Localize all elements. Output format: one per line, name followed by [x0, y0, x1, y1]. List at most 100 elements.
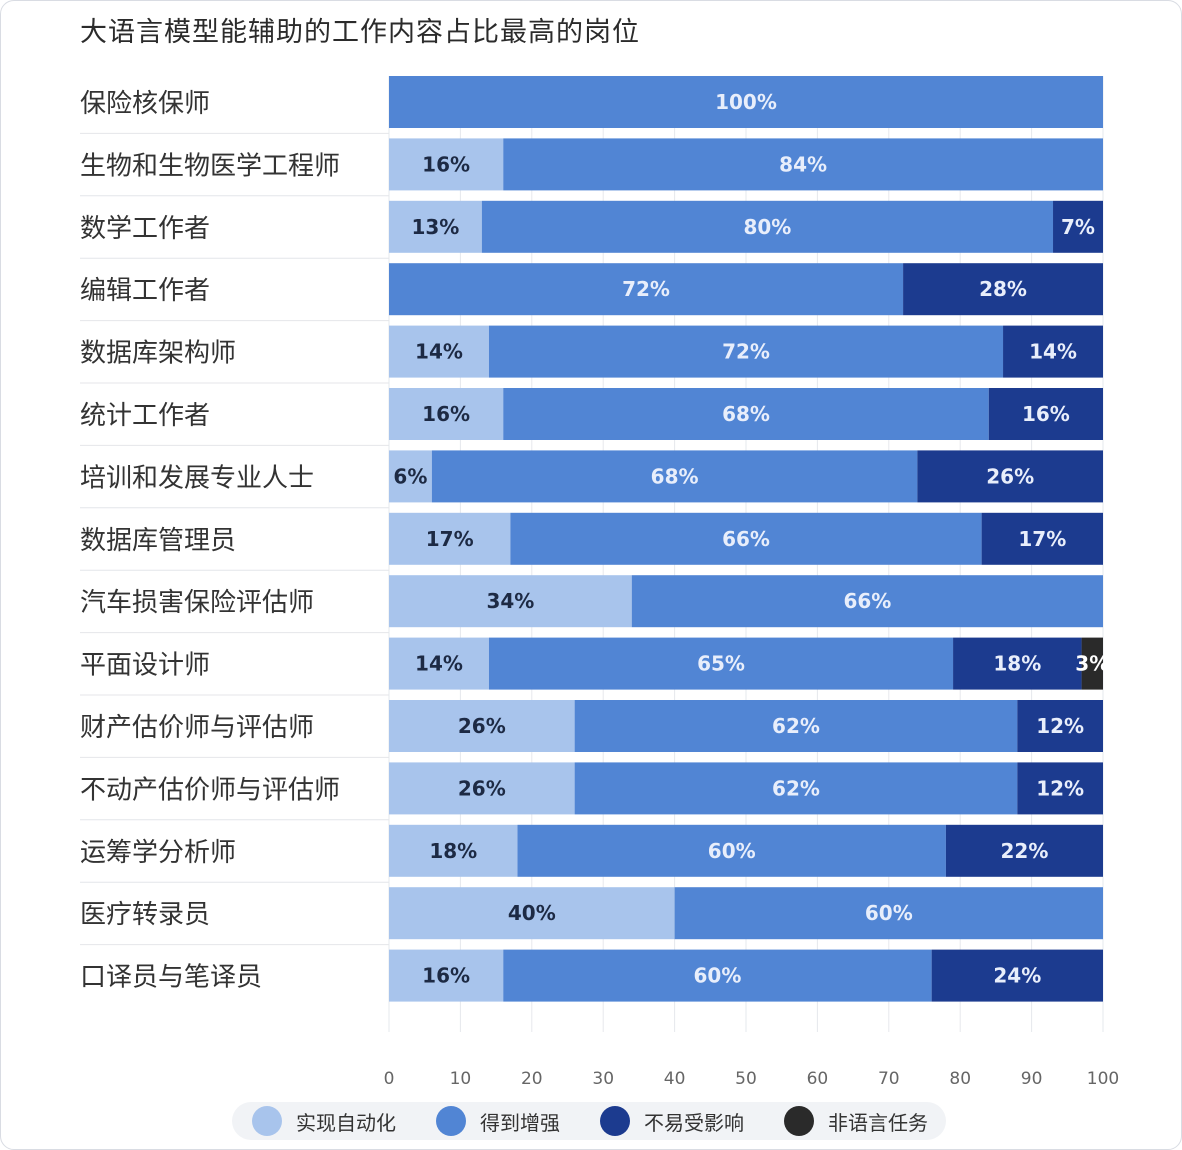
data-label: 6%	[393, 464, 427, 488]
data-label: 3%	[1075, 652, 1109, 676]
legend-item-automation: 实现自动化	[252, 1106, 396, 1136]
data-label: 16%	[422, 152, 470, 176]
bar-segment	[917, 450, 1103, 503]
bar-segment	[389, 700, 575, 752]
stacked-bar-chart: 保险核保师 100% 生物和生物医学工程师 16% 84% 数学工作者 13% 80% 7% 编辑…	[80, 76, 1119, 1089]
legend-swatch-non-language	[784, 1106, 814, 1136]
category-label: 运筹学分析师	[80, 838, 236, 868]
data-label: 17%	[426, 527, 474, 551]
data-label: 40%	[508, 901, 556, 925]
legend-swatch-augmented	[436, 1106, 466, 1136]
data-label: 28%	[979, 277, 1027, 301]
bar-segment	[389, 762, 575, 815]
data-label: 14%	[415, 652, 463, 676]
data-label: 72%	[622, 277, 670, 301]
x-tick-label: 80	[949, 1069, 971, 1089]
bar-segment	[389, 200, 482, 253]
data-label: 7%	[1061, 215, 1095, 239]
chart-title: 大语言模型能辅助的工作内容占比最高的岗位	[80, 17, 640, 48]
bar-segment	[389, 76, 1103, 128]
category-label: 口译员与笔译员	[80, 963, 262, 993]
category-label: 财产估价师与评估师	[80, 713, 314, 743]
bar-segment	[517, 824, 946, 877]
data-label: 26%	[458, 714, 506, 738]
legend-item-augmented: 得到增强	[436, 1106, 560, 1136]
bar-segment	[488, 325, 1004, 378]
data-label: 14%	[1029, 340, 1077, 364]
legend: 实现自动化 得到增强 不易受影响 非语言任务	[232, 1102, 946, 1140]
legend-swatch-unaffected	[600, 1106, 630, 1136]
data-label: 24%	[993, 964, 1041, 988]
bar-segment	[1081, 637, 1103, 690]
data-label: 72%	[722, 340, 770, 364]
bar-segment	[574, 700, 1018, 752]
data-label: 62%	[772, 776, 820, 800]
category-label: 数学工作者	[80, 214, 210, 244]
x-tick-label: 10	[450, 1069, 472, 1089]
bar-segment	[389, 949, 504, 1002]
bar-segment	[631, 575, 1103, 628]
bar-segment	[988, 388, 1103, 440]
data-label: 65%	[697, 652, 745, 676]
bar-segment	[981, 512, 1103, 565]
data-label: 22%	[1001, 839, 1049, 863]
x-tick-label: 50	[735, 1069, 757, 1089]
bar-segment	[389, 450, 432, 503]
category-label: 保险核保师	[80, 89, 210, 119]
bar-segment	[481, 200, 1054, 253]
bar-segment	[503, 388, 989, 440]
legend-item-non-language: 非语言任务	[784, 1106, 928, 1136]
bar-segment	[389, 263, 904, 316]
bar-segment	[510, 512, 982, 565]
data-label: 84%	[779, 152, 827, 176]
data-label: 80%	[743, 215, 791, 239]
bar-segment	[1017, 762, 1103, 815]
bar-segment	[389, 512, 511, 565]
category-label: 医疗转录员	[80, 900, 210, 930]
category-label: 数据库架构师	[80, 339, 236, 369]
legend-label-non-language: 非语言任务	[828, 1110, 928, 1135]
bar-segment	[389, 325, 489, 378]
data-label: 62%	[772, 714, 820, 738]
data-label: 100%	[715, 90, 777, 114]
x-tick-label: 30	[592, 1069, 614, 1089]
data-label: 16%	[1022, 402, 1070, 426]
category-label: 不动产估价师与评估师	[80, 775, 340, 805]
data-label: 60%	[694, 964, 742, 988]
bar-segment	[389, 575, 632, 628]
bar-segment	[953, 637, 1082, 690]
legend-label-unaffected: 不易受影响	[644, 1110, 744, 1135]
x-tick-label: 20	[521, 1069, 543, 1089]
bar-segment	[503, 138, 1103, 191]
category-label: 生物和生物医学工程师	[80, 151, 340, 181]
bar-segment	[903, 263, 1103, 316]
bar-segment	[431, 450, 918, 503]
bar-segment	[945, 824, 1103, 877]
data-label: 18%	[429, 839, 477, 863]
x-tick-label: 60	[807, 1069, 829, 1089]
bar-segment	[389, 138, 504, 191]
legend-label-automation: 实现自动化	[296, 1110, 396, 1135]
data-label: 60%	[865, 901, 913, 925]
legend-label-augmented: 得到增强	[480, 1110, 560, 1135]
bar-segment	[503, 949, 932, 1002]
legend-swatch-automation	[252, 1106, 282, 1136]
data-label: 68%	[722, 402, 770, 426]
x-tick-label: 0	[384, 1069, 395, 1089]
bar-segment	[389, 824, 518, 877]
bar-segment	[389, 887, 675, 940]
data-label: 13%	[411, 215, 459, 239]
category-label: 培训和发展专业人士	[80, 463, 314, 493]
bar-segment	[488, 637, 954, 690]
data-label: 26%	[458, 776, 506, 800]
data-label: 14%	[415, 340, 463, 364]
data-label: 16%	[422, 402, 470, 426]
legend-item-unaffected: 不易受影响	[600, 1106, 744, 1136]
data-label: 26%	[986, 464, 1034, 488]
x-tick-label: 70	[878, 1069, 900, 1089]
data-label: 18%	[993, 652, 1041, 676]
category-label: 编辑工作者	[80, 276, 210, 306]
category-label: 平面设计师	[80, 651, 210, 681]
data-label: 17%	[1018, 527, 1066, 551]
data-label: 66%	[722, 527, 770, 551]
